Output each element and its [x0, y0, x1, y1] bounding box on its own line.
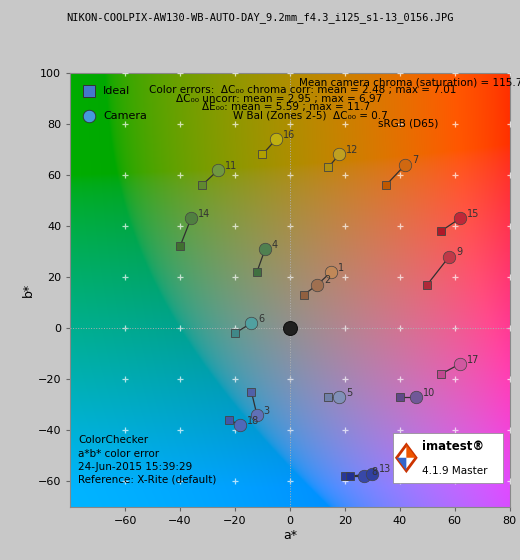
Text: 5: 5 — [346, 388, 353, 398]
Text: ΔE₀₀: mean = 5.59 ; max = 11.7: ΔE₀₀: mean = 5.59 ; max = 11.7 — [202, 102, 370, 112]
Text: 15: 15 — [467, 209, 479, 219]
Text: ColorChecker
a*b* color error
24-Jun-2015 15:39:29
Reference: X-Rite (default): ColorChecker a*b* color error 24-Jun-201… — [79, 435, 217, 485]
Text: sRGB (D65): sRGB (D65) — [378, 118, 438, 128]
Text: 4.1.9 Master: 4.1.9 Master — [422, 466, 487, 476]
Text: NIKON-COOLPIX-AW130-WB-AUTO-DAY_9.2mm_f4.3_i125_s1-13_0156.JPG: NIKON-COOLPIX-AW130-WB-AUTO-DAY_9.2mm_f4… — [66, 12, 454, 23]
Text: 3: 3 — [264, 405, 270, 416]
Y-axis label: b*: b* — [22, 283, 35, 297]
Text: ΔC₀₀ uncorr: mean = 2.95 ; max = 6.97: ΔC₀₀ uncorr: mean = 2.95 ; max = 6.97 — [176, 94, 382, 104]
Text: Ideal: Ideal — [103, 86, 131, 96]
Text: Camera: Camera — [103, 111, 147, 121]
Text: W Bal (Zones 2-5)  ΔC₀₀ = 0.7: W Bal (Zones 2-5) ΔC₀₀ = 0.7 — [233, 110, 387, 120]
X-axis label: a*: a* — [283, 529, 297, 542]
Text: Mean camera chroma (saturation) = 115.7%: Mean camera chroma (saturation) = 115.7% — [298, 77, 520, 87]
Text: 16: 16 — [283, 130, 295, 140]
Text: 4: 4 — [272, 240, 278, 250]
Text: 8: 8 — [371, 467, 377, 477]
Text: imatest®: imatest® — [422, 440, 484, 454]
Text: 10: 10 — [423, 388, 435, 398]
Text: 9: 9 — [456, 248, 462, 258]
Polygon shape — [406, 445, 416, 458]
Polygon shape — [397, 458, 406, 471]
Text: 14: 14 — [198, 209, 210, 219]
Text: 1: 1 — [338, 263, 344, 273]
Text: 6: 6 — [258, 314, 265, 324]
Text: 17: 17 — [467, 354, 479, 365]
Text: 2: 2 — [324, 276, 331, 286]
Text: 13: 13 — [379, 464, 392, 474]
Text: 7: 7 — [412, 156, 419, 165]
Text: Color errors:  ΔC₀₀ chroma corr: mean = 2.48 ; max = 7.01: Color errors: ΔC₀₀ chroma corr: mean = 2… — [149, 85, 457, 95]
Text: 18: 18 — [248, 416, 259, 426]
Text: 11: 11 — [225, 161, 238, 171]
Text: 12: 12 — [346, 145, 359, 155]
FancyBboxPatch shape — [393, 433, 503, 483]
